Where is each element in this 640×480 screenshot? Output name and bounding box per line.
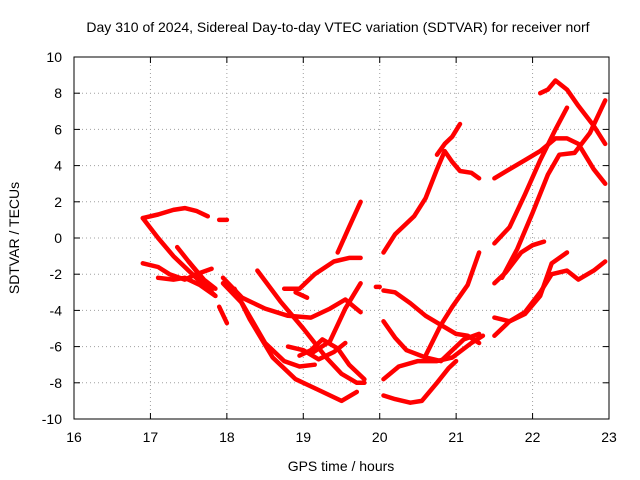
data-series-25 — [381, 358, 459, 405]
grid — [74, 57, 609, 419]
chart-title: Day 310 of 2024, Sidereal Day-to-day VTE… — [86, 19, 589, 35]
data-series-29 — [492, 105, 570, 246]
y-tick-label: 2 — [54, 194, 62, 210]
data-series-8 — [216, 304, 230, 326]
x-tick-label: 20 — [372, 429, 388, 445]
x-tick-label: 21 — [448, 429, 464, 445]
x-tick-label: 18 — [219, 429, 235, 445]
x-tick-label: 17 — [143, 429, 159, 445]
y-tick-label: -8 — [50, 375, 63, 391]
data-series-18 — [293, 290, 310, 300]
data-series-24 — [381, 333, 486, 382]
data-series-16 — [281, 255, 363, 291]
x-tick-label: 22 — [525, 429, 541, 445]
data-series-17 — [335, 199, 363, 255]
y-tick-label: 4 — [54, 158, 62, 174]
data-series-32 — [492, 259, 608, 338]
data-series-15 — [308, 281, 363, 357]
y-tick-label: 6 — [54, 121, 62, 137]
data-series-11 — [232, 286, 360, 404]
data-series-22 — [381, 288, 482, 346]
data-series-20 — [381, 148, 482, 255]
y-tick-label: 10 — [46, 49, 62, 65]
data-series-33 — [492, 239, 547, 286]
data-series-30 — [499, 98, 608, 281]
data-series-7 — [186, 259, 214, 293]
x-axis-label: GPS time / hours — [288, 458, 395, 474]
data-series-5 — [155, 275, 218, 299]
data-series-21 — [434, 121, 463, 157]
x-tick-label: 19 — [295, 429, 311, 445]
y-tick-label: 8 — [54, 85, 62, 101]
data-series-1 — [140, 205, 211, 221]
data-series-27 — [492, 136, 608, 186]
data-series-31 — [492, 250, 570, 324]
y-tick-label: -4 — [50, 302, 63, 318]
x-tick-label: 23 — [601, 429, 617, 445]
y-tick-label: -2 — [50, 266, 63, 282]
data-series-28 — [537, 78, 608, 147]
data-series-14 — [297, 337, 367, 382]
y-axis-label: SDTVAR / TECUs — [6, 182, 22, 294]
axis-ticks: 16 17 18 19 20 21 22 23 -10 -8 -6 -4 -2 0 2 4 6 8 10 — [42, 49, 617, 445]
x-tick-label: 16 — [66, 429, 82, 445]
y-tick-label: 0 — [54, 230, 62, 246]
series-layer — [140, 78, 608, 405]
y-tick-label: -10 — [42, 411, 62, 427]
data-series-9 — [220, 275, 363, 320]
data-series-26 — [423, 250, 482, 358]
y-tick-label: -6 — [50, 339, 63, 355]
